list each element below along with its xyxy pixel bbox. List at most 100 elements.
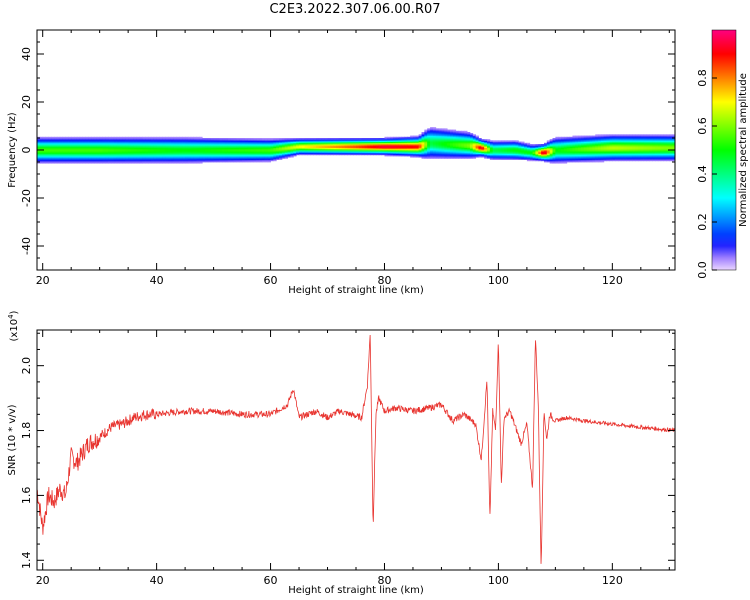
heatmap-cell xyxy=(165,140,169,142)
heatmap-cell xyxy=(179,140,183,142)
heatmap-cell xyxy=(165,156,169,158)
heatmap-cell xyxy=(430,150,434,152)
heatmap-cell xyxy=(205,145,209,147)
heatmap-cell xyxy=(538,154,542,157)
heatmap-cell xyxy=(125,147,129,150)
heatmap-cell xyxy=(578,153,582,156)
heatmap-cell xyxy=(293,141,297,144)
heatmap-cell xyxy=(598,138,602,140)
heatmap-cell xyxy=(224,151,229,153)
heatmap-cell xyxy=(299,141,303,144)
heatmap-cell xyxy=(187,159,192,162)
heatmap-cell xyxy=(356,138,360,140)
heatmap-cell xyxy=(222,156,226,158)
heatmap-cell xyxy=(122,145,126,147)
heatmap-cell xyxy=(233,138,237,140)
heatmap-cell xyxy=(219,141,223,144)
heatmap-cell xyxy=(652,142,656,145)
heatmap-cell xyxy=(381,141,385,144)
heatmap-cell xyxy=(82,159,86,162)
heatmap-cell xyxy=(504,144,508,146)
heatmap-cell xyxy=(176,152,180,154)
heatmap-cell xyxy=(344,150,348,152)
heatmap-cell xyxy=(71,141,75,144)
heatmap-cell xyxy=(96,136,101,139)
heatmap-cell xyxy=(430,140,434,142)
heatmap-cell xyxy=(566,139,571,141)
heatmap-cell xyxy=(609,152,613,154)
heatmap-cell xyxy=(586,157,590,159)
heatmap-cell xyxy=(276,152,280,154)
heatmap-cell xyxy=(549,139,553,141)
heatmap-cell xyxy=(598,157,602,159)
heatmap-cell xyxy=(299,144,303,146)
heatmap-cell xyxy=(452,135,457,138)
heatmap-cell xyxy=(640,150,645,152)
heatmap-cell xyxy=(623,154,627,157)
heatmap-cell xyxy=(370,141,374,144)
heatmap-cell xyxy=(216,152,220,154)
heatmap-cell xyxy=(384,153,388,156)
heatmap-cell xyxy=(353,148,357,151)
heatmap-cell xyxy=(655,134,659,136)
heatmap-cell xyxy=(595,134,599,136)
heatmap-cell xyxy=(438,139,442,141)
heatmap-cell xyxy=(609,144,613,146)
heatmap-cell xyxy=(398,140,402,142)
heatmap-cell xyxy=(96,148,101,151)
heatmap-cell xyxy=(250,158,254,160)
heatmap-cell xyxy=(538,150,542,152)
heatmap-cell xyxy=(524,151,528,153)
heatmap-cell xyxy=(210,138,214,140)
heatmap-cell xyxy=(373,138,377,140)
heatmap-cell xyxy=(125,150,129,152)
heatmap-cell xyxy=(56,160,61,163)
heatmap-cell xyxy=(316,145,320,147)
heatmap-cell xyxy=(407,154,411,157)
heatmap-cell xyxy=(227,146,232,148)
heatmap-cell xyxy=(350,145,354,147)
heatmap-cell xyxy=(91,154,95,157)
heatmap-cell xyxy=(398,138,402,140)
heatmap-cell xyxy=(287,138,291,140)
heatmap-cell xyxy=(99,147,103,150)
heatmap-cell xyxy=(444,140,448,142)
heatmap-cell xyxy=(484,157,488,159)
heatmap-cell xyxy=(111,139,115,141)
heatmap-cell xyxy=(222,160,226,163)
heatmap-cell xyxy=(378,140,383,142)
heatmap-cell xyxy=(139,148,143,151)
heatmap-cell xyxy=(45,158,49,160)
heatmap-cell xyxy=(290,144,294,146)
heatmap-cell xyxy=(91,138,95,140)
heatmap-cell xyxy=(558,156,562,158)
heatmap-cell xyxy=(373,153,377,156)
heatmap-cell xyxy=(156,139,160,141)
heatmap-cell xyxy=(543,147,548,150)
heatmap-cell xyxy=(589,142,593,145)
heatmap-cell xyxy=(307,150,311,152)
heatmap-cell xyxy=(663,152,667,154)
heatmap-cell xyxy=(424,153,428,156)
heatmap-cell xyxy=(321,152,326,154)
heatmap-cell xyxy=(595,157,599,159)
heatmap-cell xyxy=(375,144,380,146)
heatmap-cell xyxy=(45,156,49,158)
heatmap-cell xyxy=(415,156,420,158)
heatmap-cell xyxy=(367,141,371,144)
heatmap-cell xyxy=(595,138,599,140)
heatmap-cell xyxy=(190,156,195,158)
heatmap-cell xyxy=(432,134,437,136)
heatmap-cell xyxy=(643,159,647,162)
heatmap-cell xyxy=(669,142,673,145)
heatmap-cell xyxy=(581,146,585,148)
heatmap-cell xyxy=(606,141,610,144)
heatmap-cell xyxy=(572,138,576,140)
heatmap-cell xyxy=(478,154,482,157)
heatmap-cell xyxy=(458,133,462,135)
heatmap-cell xyxy=(652,148,656,151)
heatmap-cell xyxy=(93,144,98,146)
heatmap-cell xyxy=(202,142,206,145)
heatmap-cell xyxy=(401,136,405,139)
heatmap-cell xyxy=(76,160,81,163)
